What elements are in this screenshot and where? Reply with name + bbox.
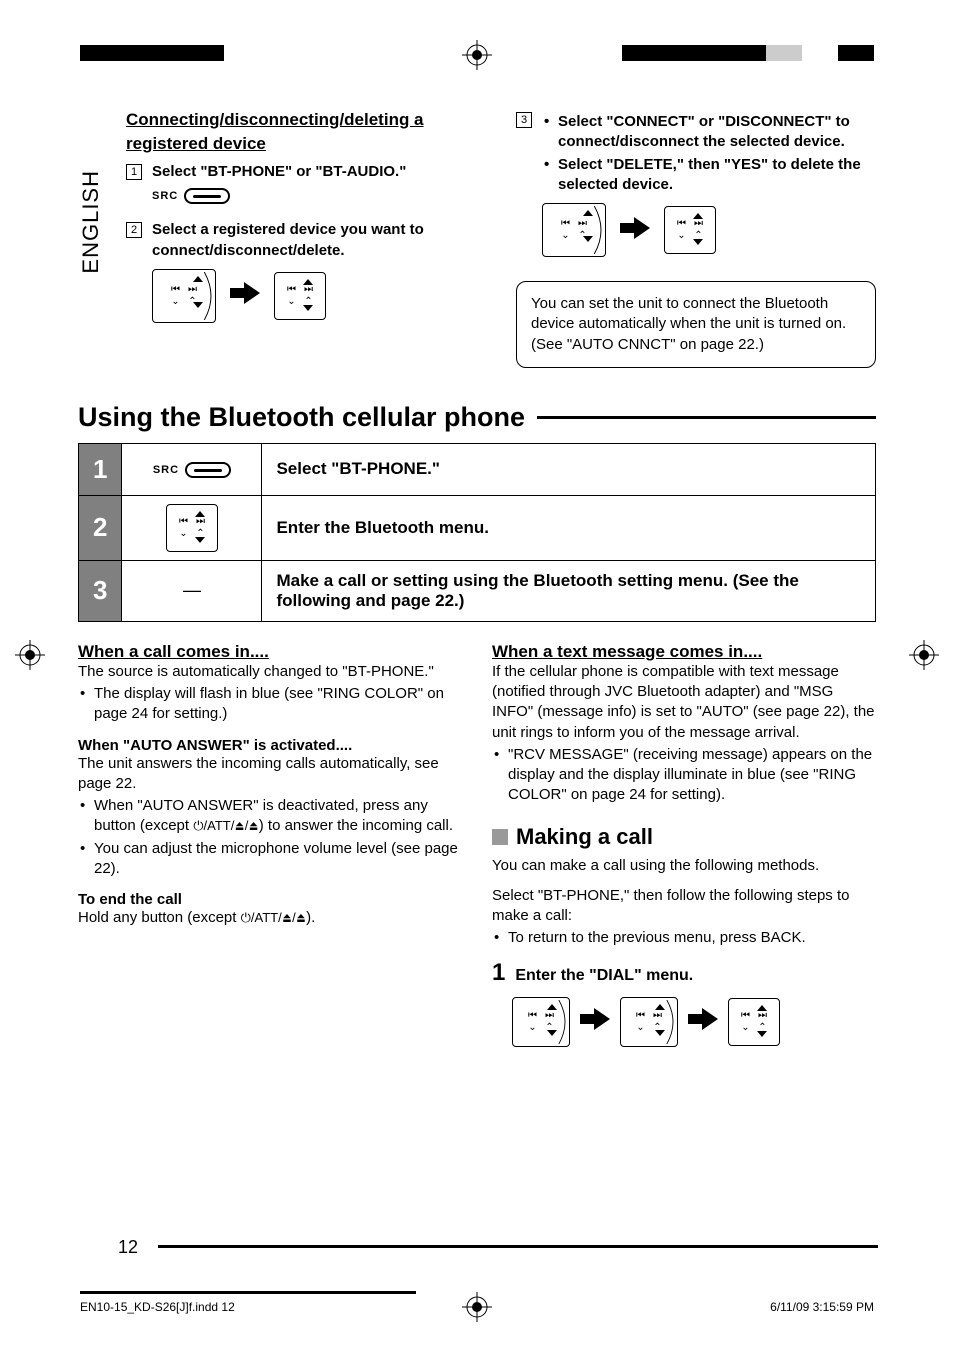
print-footer: EN10-15_KD-S26[J]f.indd 12 6/11/09 3:15:… (80, 1300, 874, 1314)
registration-mark-left (15, 640, 45, 670)
prev-icon: ⏮⌄ (171, 285, 180, 307)
auto-answer-p: The unit answers the incoming calls auto… (78, 754, 462, 795)
step-desc-1: Select "BT-PHONE." (262, 443, 876, 495)
section-title: Using the Bluetooth cellular phone (78, 402, 525, 433)
step-icon-1: SRC (122, 443, 262, 495)
src-pill-icon (184, 188, 230, 204)
prev-icon: ⏮⌄ (287, 285, 296, 307)
print-strip-left (80, 45, 224, 61)
language-tab: ENGLISH (78, 170, 104, 274)
step-num-1: 1 (79, 443, 122, 495)
step1-text: Select "BT-PHONE" or "BT-AUDIO." (152, 162, 406, 182)
when-text-p1: If the cellular phone is compatible with… (492, 662, 876, 743)
print-strip-right (622, 45, 874, 61)
arrow-right-icon (580, 1008, 610, 1035)
making-call-heading: Making a call (492, 824, 876, 850)
square-bullet-icon (492, 829, 508, 845)
control-box-2way: ⏮⌄⏭⌃ (664, 206, 716, 254)
connecting-heading-l1: Connecting/disconnecting/deleting a (126, 110, 486, 130)
step-desc-3: Make a call or setting using the Bluetoo… (262, 560, 876, 621)
making-call-p1: You can make a call using the following … (492, 856, 876, 876)
control-diagram-1: ⏮⌄⏭⌃ ⏮⌄⏭⌃ (152, 269, 486, 323)
step-num-3: 3 (79, 560, 122, 621)
up-icon (193, 276, 203, 282)
arrow-right-icon (688, 1008, 718, 1035)
boxed-step-2: 2 (126, 222, 142, 238)
step-num-2: 2 (79, 495, 122, 560)
arrow-right-icon (620, 217, 650, 244)
page-number-rule (158, 1245, 878, 1248)
table-row: 3 — Make a call or setting using the Blu… (79, 560, 876, 621)
end-call-p: Hold any button (except ⏻/ATT/⏏/⏏). (78, 908, 462, 928)
end-call-heading: To end the call (78, 891, 462, 908)
table-row: 1 SRC Select "BT-PHONE." (79, 443, 876, 495)
step3-bullet-b: Select "DELETE," then "YES" to delete th… (542, 155, 876, 196)
src-button-icon: SRC (152, 188, 230, 204)
making-call-p2: Select "BT-PHONE," then follow the follo… (492, 886, 876, 927)
step2-text: Select a registered device you want to c… (152, 220, 486, 261)
step-icon-3: — (122, 560, 262, 621)
step-desc-2: Enter the Bluetooth menu. (262, 495, 876, 560)
boxed-step-3: 3 (516, 112, 532, 128)
top-right-column: 3 Select "CONNECT" or "DISCONNECT" to co… (516, 110, 876, 368)
down-icon (193, 302, 203, 308)
when-text-heading: When a text message comes in.... (492, 642, 876, 662)
control-diagram-2: ⏮⌄⏭⌃ ⏮⌄⏭⌃ (542, 203, 876, 257)
src-label: SRC (152, 190, 178, 202)
step-icon-2: ⏮⌄⏭⌃ (122, 495, 262, 560)
table-row: 2 ⏮⌄⏭⌃ Enter the Bluetooth menu. (79, 495, 876, 560)
top-left-column: Connecting/disconnecting/deleting a regi… (126, 110, 486, 368)
dial-diagram: ⏮⌄⏭⌃ ⏮⌄⏭⌃ ⏮⌄⏭⌃ (512, 997, 876, 1047)
lower-right-column: When a text message comes in.... If the … (492, 642, 876, 1047)
step3-bullet-a: Select "CONNECT" or "DISCONNECT" to conn… (542, 112, 876, 153)
auto-connect-note: You can set the unit to connect the Blue… (516, 281, 876, 368)
when-call-p1: The source is automatically changed to "… (78, 662, 462, 682)
when-call-b1: The display will flash in blue (see "RIN… (78, 684, 462, 725)
lower-left-column: When a call comes in.... The source is a… (78, 642, 462, 1047)
connecting-heading-l2: registered device (126, 134, 486, 154)
control-box-2way: ⏮⌄⏭⌃ (274, 272, 326, 320)
registration-mark-top (462, 40, 492, 70)
auto-answer-heading: When "AUTO ANSWER" is activated.... (78, 737, 462, 754)
auto-answer-b1: When "AUTO ANSWER" is deactivated, press… (78, 796, 462, 837)
boxed-step-1: 1 (126, 164, 142, 180)
registration-mark-right (909, 640, 939, 670)
auto-answer-b2: You can adjust the microphone volume lev… (78, 839, 462, 880)
steps-table: 1 SRC Select "BT-PHONE." 2 ⏮⌄⏭⌃ Enter th… (78, 443, 876, 622)
page-number: 12 (118, 1237, 138, 1258)
footer-file: EN10-15_KD-S26[J]f.indd 12 (80, 1300, 235, 1314)
dial-step-1: 1 Enter the "DIAL" menu. (492, 959, 876, 987)
bottom-print-rule (80, 1291, 416, 1294)
control-box-4way: ⏮⌄⏭⌃ (542, 203, 606, 257)
when-text-b1: "RCV MESSAGE" (receiving message) appear… (492, 745, 876, 806)
section-rule (537, 416, 876, 419)
making-call-b1: To return to the previous menu, press BA… (492, 928, 876, 948)
footer-timestamp: 6/11/09 3:15:59 PM (770, 1300, 874, 1314)
when-call-heading: When a call comes in.... (78, 642, 462, 662)
control-box-4way: ⏮⌄⏭⌃ (152, 269, 216, 323)
arrow-right-icon (230, 282, 260, 309)
